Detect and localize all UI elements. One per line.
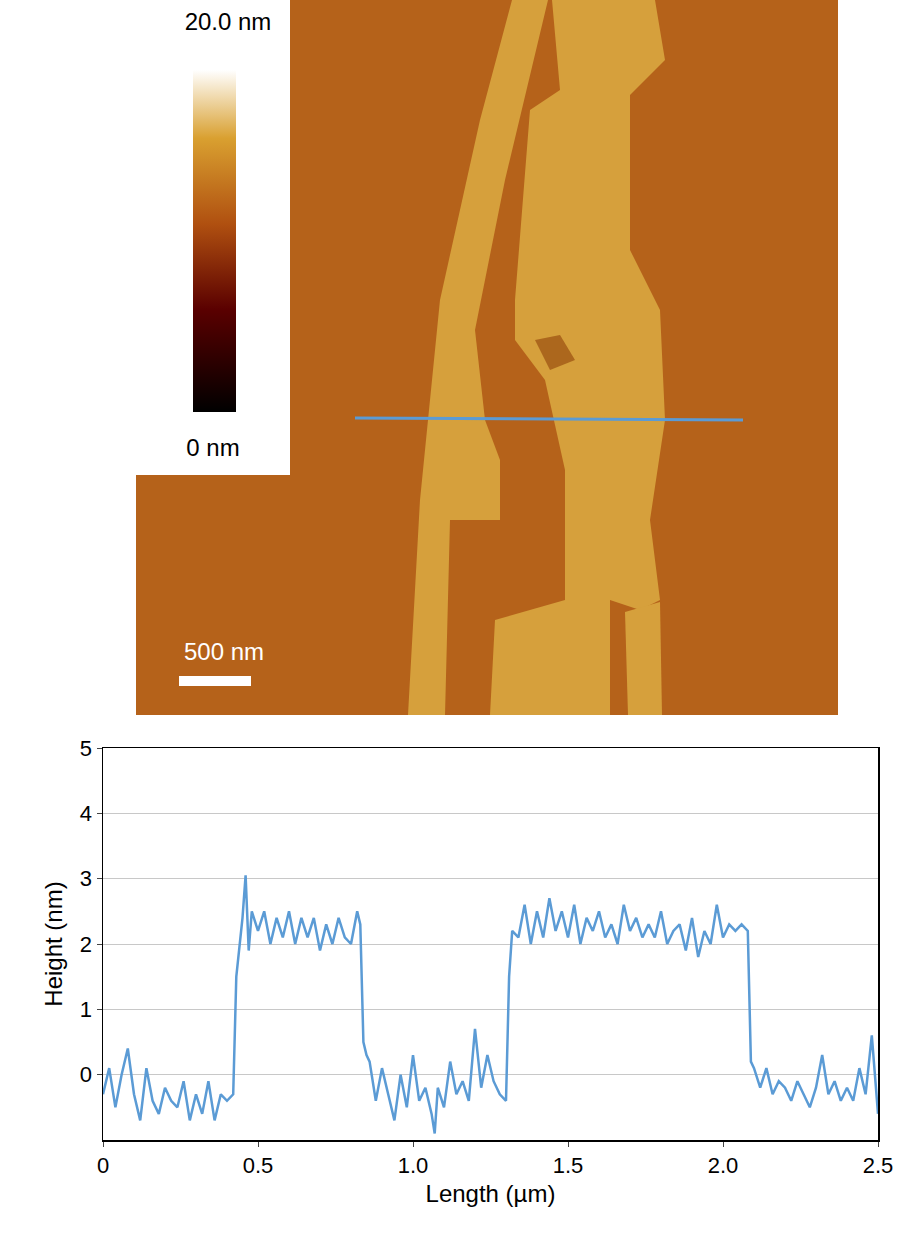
svg-text:0: 0: [80, 1062, 92, 1087]
svg-text:1: 1: [80, 997, 92, 1022]
svg-text:Length (µm): Length (µm): [426, 1180, 556, 1207]
svg-text:0.5: 0.5: [243, 1153, 274, 1178]
svg-text:1.5: 1.5: [553, 1153, 584, 1178]
svg-text:1.0: 1.0: [398, 1153, 429, 1178]
svg-text:4: 4: [80, 801, 92, 826]
svg-text:3: 3: [80, 866, 92, 891]
svg-text:5: 5: [80, 736, 92, 761]
svg-text:0 nm: 0 nm: [186, 434, 239, 461]
svg-text:0: 0: [97, 1153, 109, 1178]
svg-text:Height (nm): Height (nm): [40, 881, 67, 1006]
svg-text:2.0: 2.0: [708, 1153, 739, 1178]
svg-text:20.0 nm: 20.0 nm: [185, 8, 272, 35]
svg-text:2: 2: [80, 932, 92, 957]
svg-text:2.5: 2.5: [863, 1153, 894, 1178]
svg-text:500 nm: 500 nm: [184, 638, 264, 665]
